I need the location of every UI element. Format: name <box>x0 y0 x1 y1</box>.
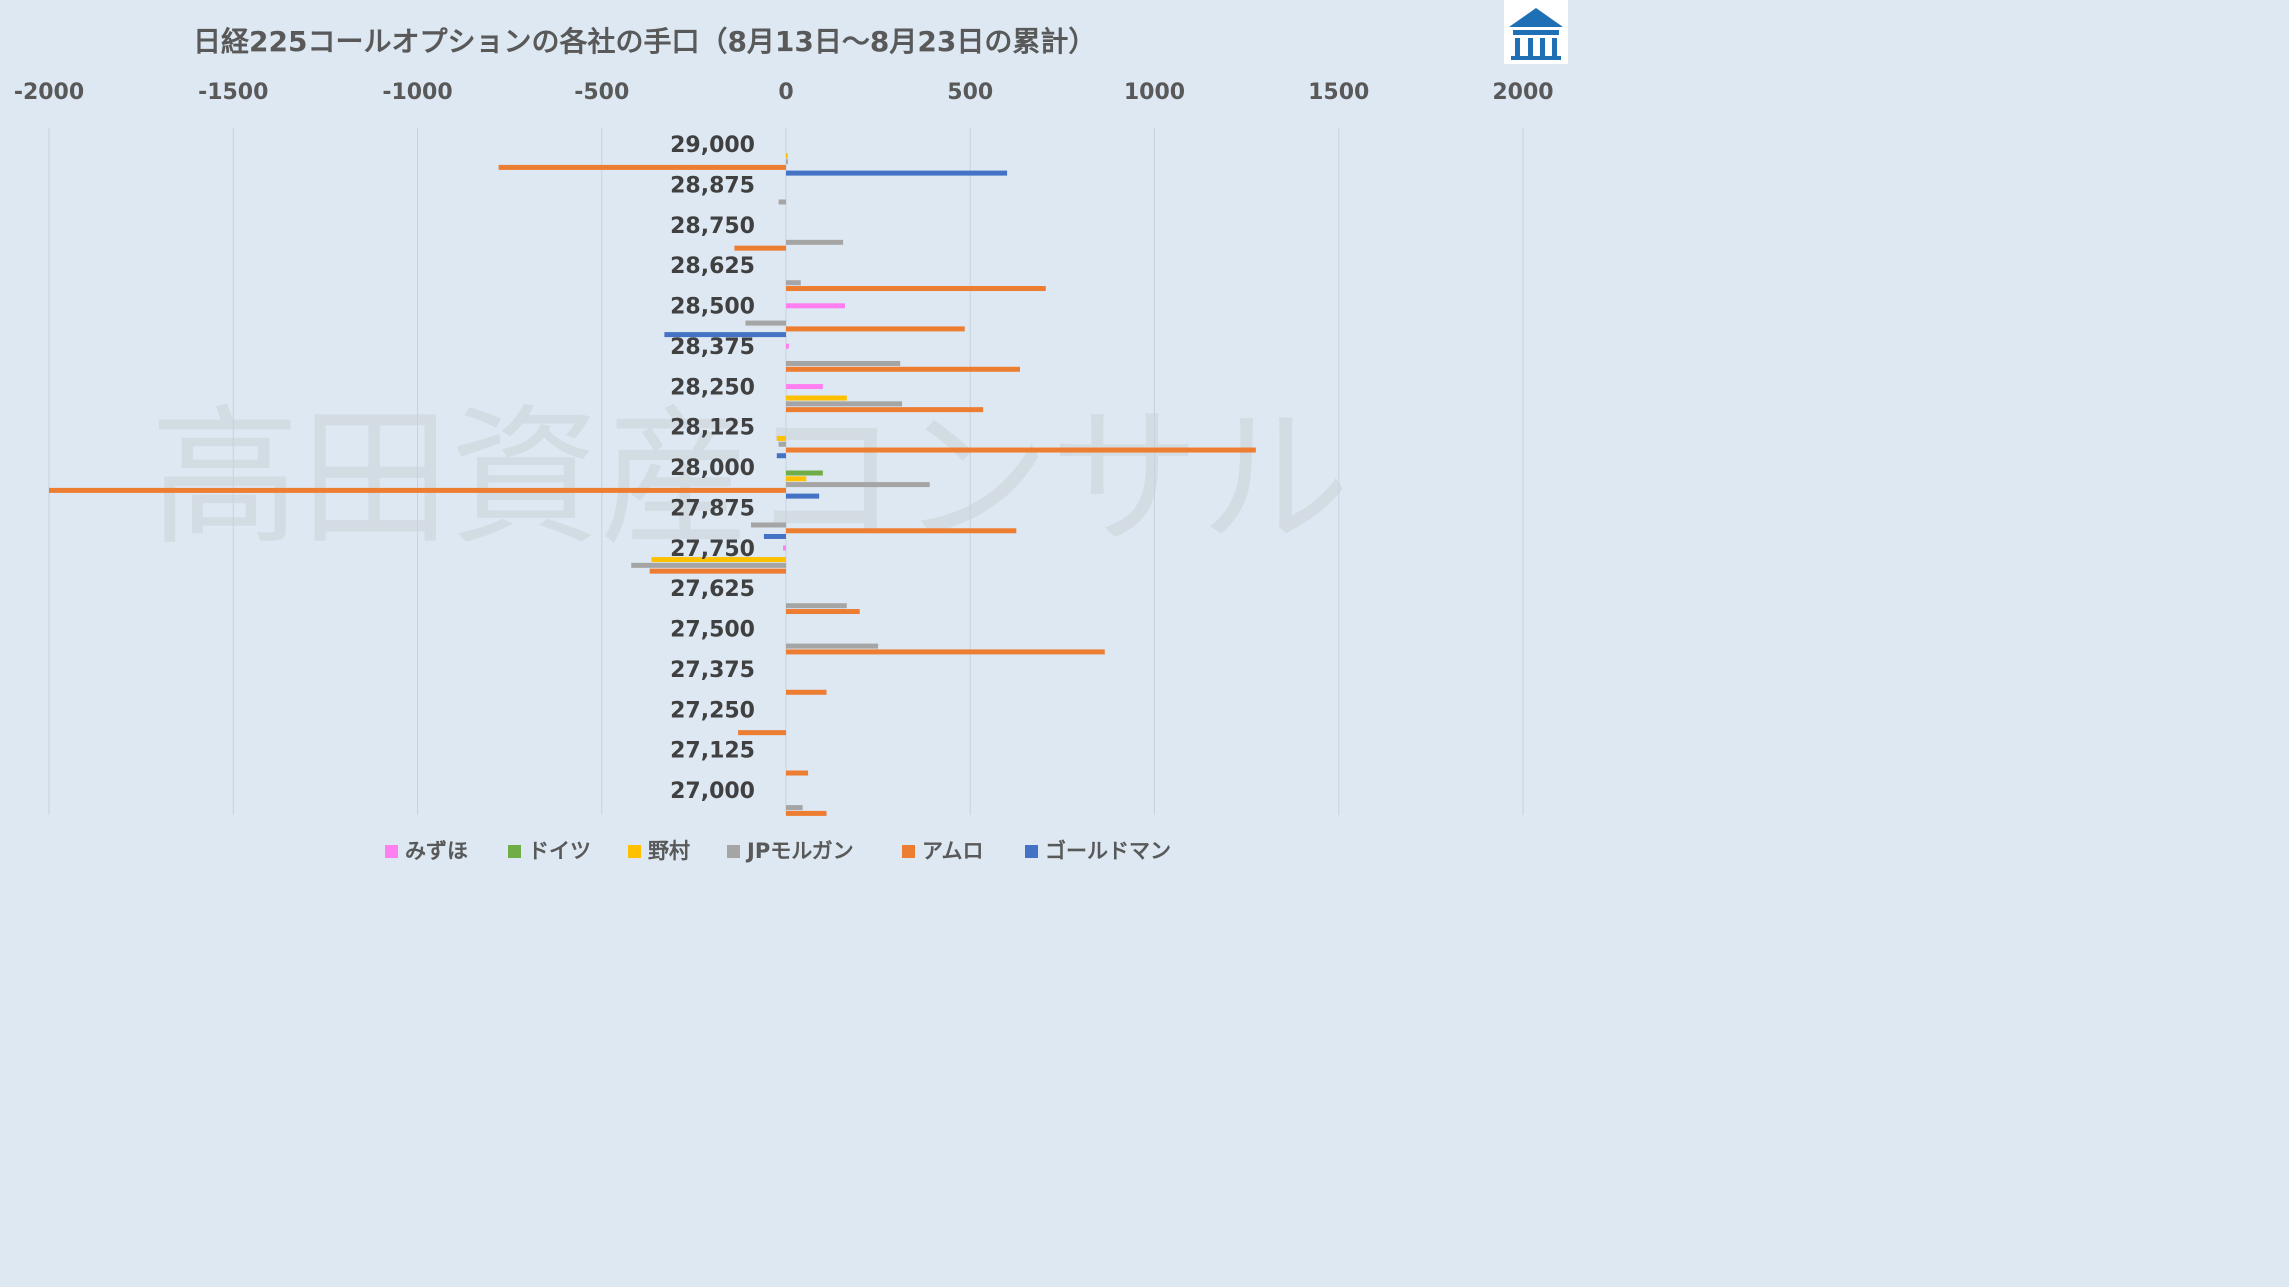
bar-みずほ <box>783 545 786 551</box>
legend: みずほ ドイツ 野村 JPモルガン アムロ ゴールドマン <box>385 839 1171 863</box>
bar-JPモルガン <box>786 401 903 407</box>
category-label: 28,125 <box>670 416 755 441</box>
bar-みずほ <box>786 384 823 390</box>
bar-JPモルガン <box>786 280 801 286</box>
legend-swatch <box>628 845 641 858</box>
x-tick-label: -500 <box>574 80 629 105</box>
x-tick-label: -1500 <box>198 80 268 105</box>
category-label: 29,000 <box>670 133 755 158</box>
bar-アムロ <box>49 487 786 493</box>
bar-野村 <box>651 557 786 563</box>
bar-ゴールドマン <box>776 453 786 459</box>
legend-swatch <box>727 845 740 858</box>
bar-JPモルガン <box>778 441 786 447</box>
x-tick-label: 0 <box>778 80 793 105</box>
x-tick-label: 1500 <box>1308 80 1369 105</box>
bar-野村 <box>786 476 807 482</box>
legend-label: みずほ <box>405 839 468 863</box>
legend-swatch <box>508 845 521 858</box>
category-labels: 29,000 28,875 28,750 28,625 28,500 28,375 28,2… <box>670 133 755 804</box>
company-logo <box>1504 0 1568 64</box>
legend-swatch <box>1025 845 1038 858</box>
bar-JPモルガン <box>786 239 844 245</box>
bar-JPモルガン <box>786 805 803 811</box>
x-tick-label: -2000 <box>14 80 84 105</box>
bar-JPモルガン <box>786 159 788 165</box>
watermark: 高田資産コンサル <box>150 392 1350 566</box>
chart-title: 日経225コールオプションの各社の手口（8月13日～8月23日の累計） <box>193 25 1096 58</box>
legend-swatch <box>902 845 915 858</box>
category-label: 27,875 <box>670 496 755 521</box>
bar-みずほ <box>786 303 845 309</box>
bar-アムロ <box>786 689 827 695</box>
bar-みずほ <box>786 343 789 349</box>
bar-ゴールドマン <box>763 533 786 539</box>
bar-アムロ <box>786 528 1017 534</box>
legend-swatch <box>385 845 398 858</box>
bar-アムロ <box>786 326 965 332</box>
x-tick-label: 1000 <box>1124 80 1185 105</box>
bar-アムロ <box>498 164 786 170</box>
bar-アムロ <box>786 407 984 413</box>
category-label: 28,750 <box>670 214 755 239</box>
legend-label: ドイツ <box>528 839 591 863</box>
bar-JPモルガン <box>786 360 901 366</box>
category-label: 27,000 <box>670 779 755 804</box>
category-label: 27,125 <box>670 739 755 764</box>
bar-アムロ <box>786 609 860 615</box>
bars <box>49 153 1256 816</box>
nikkei-call-option-chart: 高田資産コンサル 日経225コールオプションの各社の手口（8月13日～8月23日… <box>14 0 1568 863</box>
x-tick-label: 500 <box>947 80 993 105</box>
bar-アムロ <box>786 770 809 776</box>
legend-label: JPモルガン <box>745 839 854 863</box>
bar-アムロ <box>734 245 786 251</box>
bar-JPモルガン <box>750 522 786 528</box>
bar-野村 <box>786 153 788 159</box>
category-label: 28,375 <box>670 335 755 360</box>
bar-アムロ <box>786 649 1105 655</box>
bar-アムロ <box>786 286 1046 292</box>
category-label: 27,625 <box>670 577 755 602</box>
bar-ドイツ <box>786 470 823 476</box>
bar-アムロ <box>786 366 1020 372</box>
legend-label: ゴールドマン <box>1045 839 1171 863</box>
category-label: 28,500 <box>670 295 755 320</box>
bar-ゴールドマン <box>664 332 786 338</box>
bar-JPモルガン <box>786 643 879 649</box>
bar-野村 <box>776 435 786 441</box>
bar-JPモルガン <box>631 562 786 568</box>
category-label: 27,250 <box>670 698 755 723</box>
bar-JPモルガン <box>745 320 786 326</box>
category-label: 28,875 <box>670 173 755 198</box>
category-label: 27,500 <box>670 618 755 643</box>
x-tick-label: 2000 <box>1492 80 1553 105</box>
legend-label: 野村 <box>648 839 690 863</box>
bar-アムロ <box>786 447 1256 453</box>
bar-JPモルガン <box>786 603 847 609</box>
x-tick-label: -1000 <box>382 80 452 105</box>
bar-アムロ <box>649 568 786 574</box>
category-label: 27,375 <box>670 658 755 683</box>
category-label: 28,625 <box>670 254 755 279</box>
category-label: 28,000 <box>670 456 755 481</box>
bar-ゴールドマン <box>786 493 820 499</box>
bar-JPモルガン <box>786 482 930 488</box>
bar-ゴールドマン <box>786 170 1008 176</box>
category-label: 28,250 <box>670 375 755 400</box>
legend-label: アムロ <box>922 839 984 863</box>
bar-アムロ <box>738 730 786 736</box>
category-label: 27,750 <box>670 537 755 562</box>
bar-JPモルガン <box>778 199 786 205</box>
bar-アムロ <box>786 810 827 816</box>
bar-野村 <box>786 395 847 401</box>
x-axis-ticks: -2000 -1500 -1000 -500 0 500 1000 1500 2000 <box>14 80 1554 105</box>
